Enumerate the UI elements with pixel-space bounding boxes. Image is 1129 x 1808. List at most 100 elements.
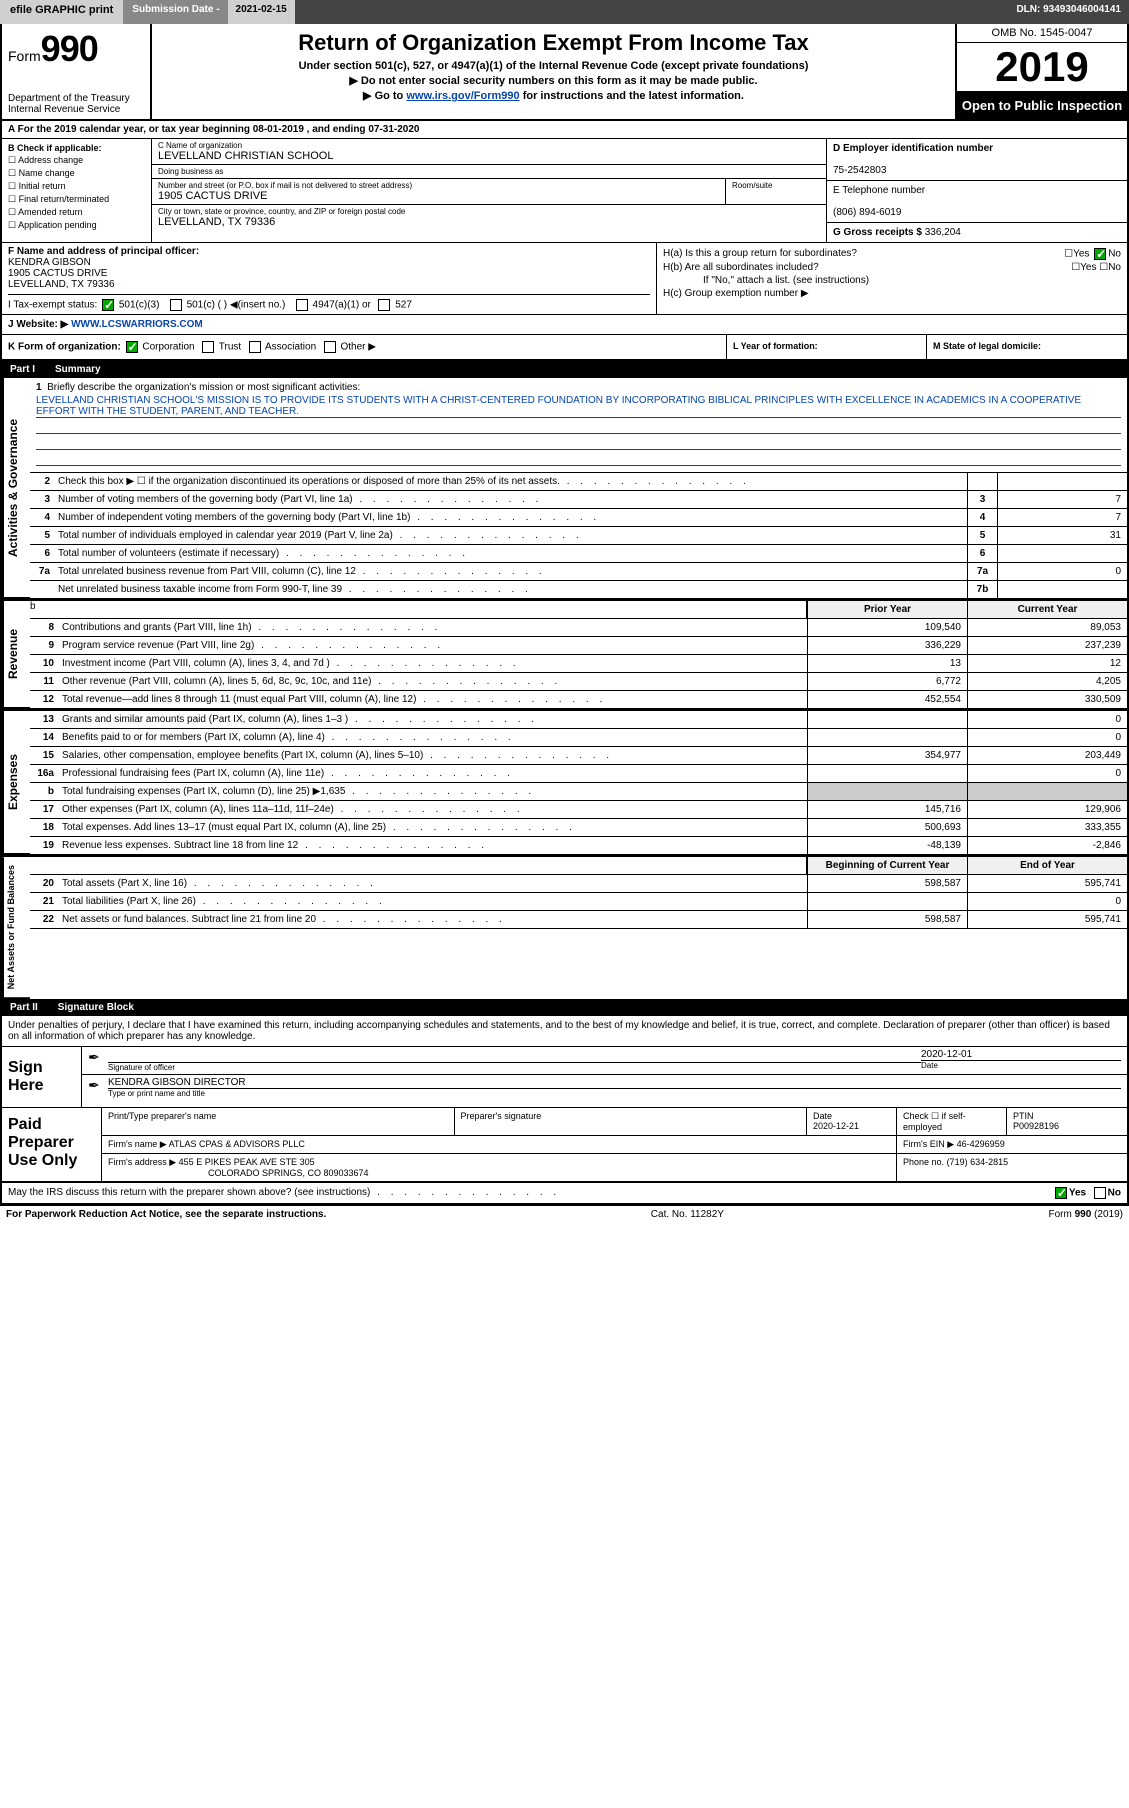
cb-initial-return[interactable]: ☐ Initial return [8, 181, 145, 192]
instructions-note: Go to www.irs.gov/Form990 for instructio… [160, 89, 947, 102]
preparer-name-label: Print/Type preparer's name [102, 1108, 455, 1135]
cb-address-change[interactable]: ☐ Address change [8, 155, 145, 166]
efile-topbar: efile GRAPHIC print Submission Date - 20… [0, 0, 1129, 24]
summary-line: 20Total assets (Part X, line 16)598,5875… [30, 875, 1127, 893]
preparer-ptin: PTINP00928196 [1007, 1108, 1127, 1135]
summary-line: 19Revenue less expenses. Subtract line 1… [30, 837, 1127, 855]
tax-year: 2019 [957, 43, 1127, 92]
section-f-officer: F Name and address of principal officer:… [2, 243, 657, 314]
summary-line: 16aProfessional fundraising fees (Part I… [30, 765, 1127, 783]
ein-cell: D Employer identification number 75-2542… [827, 139, 1127, 181]
website-link[interactable]: WWW.LCSWARRIORS.COM [71, 319, 203, 330]
vtab-expenses: Expenses [2, 711, 30, 855]
summary-line: 12Total revenue—add lines 8 through 11 (… [30, 691, 1127, 709]
section-b-checkboxes: B Check if applicable: ☐ Address change … [2, 139, 152, 242]
cb-other[interactable] [324, 341, 336, 353]
part-2-header: Part II Signature Block [2, 999, 1127, 1016]
cb-application-pending[interactable]: ☐ Application pending [8, 220, 145, 231]
sig-date: 2020-12-01 Date [921, 1049, 1121, 1072]
summary-line: 5Total number of individuals employed in… [30, 527, 1127, 545]
cb-ha-no[interactable] [1094, 248, 1106, 260]
summary-line: 15Salaries, other compensation, employee… [30, 747, 1127, 765]
street-address: 1905 CACTUS DRIVE [158, 190, 719, 202]
pen-icon: ✒ [88, 1077, 108, 1098]
officer-print-name: KENDRA GIBSON DIRECTOR [108, 1077, 1121, 1089]
preparer-self-employed: Check ☐ if self-employed [897, 1108, 1007, 1135]
vtab-revenue: Revenue [2, 601, 30, 709]
org-name-cell: C Name of organization LEVELLAND CHRISTI… [152, 139, 826, 165]
summary-line: 14Benefits paid to or for members (Part … [30, 729, 1127, 747]
officer-name: KENDRA GIBSON [8, 257, 91, 268]
sign-here-label: Sign Here [2, 1047, 82, 1107]
summary-line: 9Program service revenue (Part VIII, lin… [30, 637, 1127, 655]
summary-line: 21Total liabilities (Part X, line 26)0 [30, 893, 1127, 911]
cb-association[interactable] [249, 341, 261, 353]
blank-header: b [30, 601, 807, 618]
cb-trust[interactable] [202, 341, 214, 353]
room-suite-cell: Room/suite [726, 179, 826, 204]
firm-ein: Firm's EIN ▶ 46-4296959 [897, 1136, 1127, 1153]
cb-corporation[interactable] [126, 341, 138, 353]
cb-amended-return[interactable]: ☐ Amended return [8, 207, 145, 218]
beginning-year-header: Beginning of Current Year [807, 857, 967, 874]
form-number: Form990 [8, 28, 144, 70]
preparer-date: Date2020-12-21 [807, 1108, 897, 1135]
irs-link[interactable]: www.irs.gov/Form990 [406, 90, 519, 102]
summary-line: 11Other revenue (Part VIII, column (A), … [30, 673, 1127, 691]
ssn-note: Do not enter social security numbers on … [160, 74, 947, 87]
summary-line: 6Total number of volunteers (estimate if… [30, 545, 1127, 563]
efile-graphic-print-button[interactable]: efile GRAPHIC print [0, 0, 124, 24]
section-m-state: M State of legal domicile: [927, 335, 1127, 359]
cb-final-return[interactable]: ☐ Final return/terminated [8, 194, 145, 205]
summary-line: 3Number of voting members of the governi… [30, 491, 1127, 509]
preparer-sig-label: Preparer's signature [455, 1108, 808, 1135]
cb-discuss-yes[interactable] [1055, 1187, 1067, 1199]
summary-line: 18Total expenses. Add lines 13–17 (must … [30, 819, 1127, 837]
summary-line: bTotal fundraising expenses (Part IX, co… [30, 783, 1127, 801]
phone-value: (806) 894-6019 [833, 207, 901, 218]
penalty-statement: Under penalties of perjury, I declare th… [2, 1016, 1127, 1047]
sig-officer-label: Signature of officer [108, 1063, 921, 1072]
cb-name-change[interactable]: ☐ Name change [8, 168, 145, 179]
cb-501c3[interactable] [102, 299, 114, 311]
mission-text: LEVELLAND CHRISTIAN SCHOOL'S MISSION IS … [36, 395, 1121, 418]
phone-cell: E Telephone number (806) 894-6019 [827, 181, 1127, 223]
summary-line: Net unrelated business taxable income fr… [30, 581, 1127, 599]
summary-line: 2Check this box ▶ ☐ if the organization … [30, 473, 1127, 491]
vtab-net-assets: Net Assets or Fund Balances [2, 857, 30, 999]
summary-line: 8Contributions and grants (Part VIII, li… [30, 619, 1127, 637]
dba-cell: Doing business as [152, 165, 826, 179]
cb-527[interactable] [378, 299, 390, 311]
form-header: Form990 Department of the Treasury Inter… [2, 24, 1127, 121]
open-public-badge: Open to Public Inspection [957, 92, 1127, 119]
cb-501c[interactable] [170, 299, 182, 311]
form-subtitle: Under section 501(c), 527, or 4947(a)(1)… [160, 60, 947, 72]
line-a-tax-year: A For the 2019 calendar year, or tax yea… [2, 121, 1127, 139]
dept-treasury: Department of the Treasury Internal Reve… [8, 93, 144, 115]
page-footer: For Paperwork Reduction Act Notice, see … [0, 1206, 1129, 1223]
cb-discuss-no[interactable] [1094, 1187, 1106, 1199]
pen-icon: ✒ [88, 1049, 108, 1072]
section-k-form-org: K Form of organization: Corporation Trus… [2, 335, 727, 359]
org-name: LEVELLAND CHRISTIAN SCHOOL [158, 150, 820, 162]
section-h: H(a) Is this a group return for subordin… [657, 243, 1127, 314]
cb-4947[interactable] [296, 299, 308, 311]
summary-line: 4Number of independent voting members of… [30, 509, 1127, 527]
submission-date-value: 2021-02-15 [228, 0, 295, 24]
section-i-tax-status: I Tax-exempt status: 501(c)(3) 501(c) ( … [8, 294, 650, 311]
summary-line: 7aTotal unrelated business revenue from … [30, 563, 1127, 581]
firm-phone: Phone no. (719) 634-2815 [897, 1154, 1127, 1181]
prior-year-header: Prior Year [807, 601, 967, 618]
summary-line: 10Investment income (Part VIII, column (… [30, 655, 1127, 673]
city-state-zip: LEVELLAND, TX 79336 [158, 216, 820, 228]
section-l-year: L Year of formation: [727, 335, 927, 359]
current-year-header: Current Year [967, 601, 1127, 618]
city-cell: City or town, state or province, country… [152, 205, 826, 230]
part-1-header: Part I Summary [2, 361, 1127, 378]
summary-line: 22Net assets or fund balances. Subtract … [30, 911, 1127, 929]
discuss-with-preparer: May the IRS discuss this return with the… [2, 1183, 1127, 1204]
summary-line: 13Grants and similar amounts paid (Part … [30, 711, 1127, 729]
dln: DLN: 93493046004141 [1008, 0, 1129, 24]
firm-name: Firm's name ▶ ATLAS CPAS & ADVISORS PLLC [102, 1136, 897, 1153]
ein-value: 75-2542803 [833, 165, 886, 176]
